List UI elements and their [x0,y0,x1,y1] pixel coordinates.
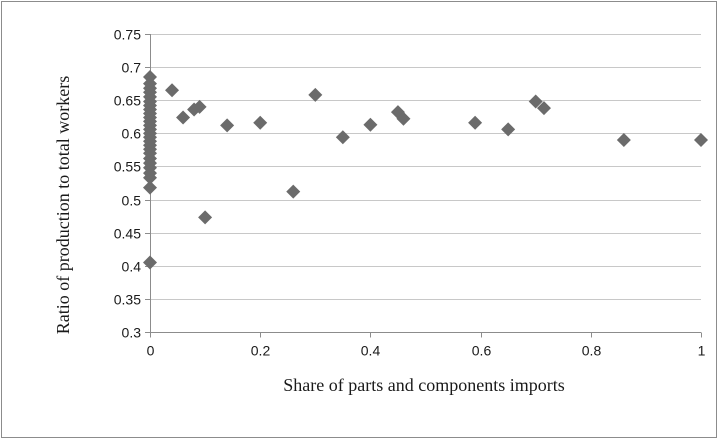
data-point [617,133,631,147]
y-tick-label: 0.4 [122,259,142,275]
x-tick-label: 0.6 [472,343,492,359]
data-point [143,181,157,195]
data-point [468,116,482,130]
data-point [220,118,234,132]
data-point [165,83,179,97]
x-tick-label: 0 [147,343,155,359]
y-tick-label: 0.75 [114,27,141,43]
data-point [286,185,300,199]
x-axis-label: Share of parts and components imports [283,375,564,395]
y-tick-labels: 0.3 0.35 0.4 0.45 0.5 0.55 0.6 0.65 0.7 0.75 [114,27,141,341]
data-point [143,255,157,269]
data-point [501,122,515,136]
x-tick-label: 0.2 [251,343,271,359]
y-tick-label: 0.7 [122,60,142,76]
data-point [336,130,350,144]
y-tick-label: 0.55 [114,159,141,175]
y-tick-label: 0.45 [114,226,141,242]
data-point [176,110,190,124]
x-tick-label: 1 [698,343,706,359]
axes [145,34,702,338]
y-tick-label: 0.3 [122,325,142,341]
x-tick-labels: 0 0.2 0.4 0.6 0.8 1 [147,343,706,359]
y-tick-label: 0.6 [122,126,142,142]
x-tick-label: 0.4 [361,343,381,359]
data-point [363,118,377,132]
data-points [143,70,708,269]
y-axis-label: Ratio of production to total workers [53,76,73,334]
data-point [198,210,212,224]
y-tick-label: 0.5 [122,193,142,209]
data-point [308,88,322,102]
y-tick-label: 0.65 [114,93,141,109]
x-tick-label: 0.8 [582,343,602,359]
y-tick-label: 0.35 [114,292,141,308]
data-point [253,116,267,130]
data-point [694,133,708,147]
gridlines [150,35,701,300]
